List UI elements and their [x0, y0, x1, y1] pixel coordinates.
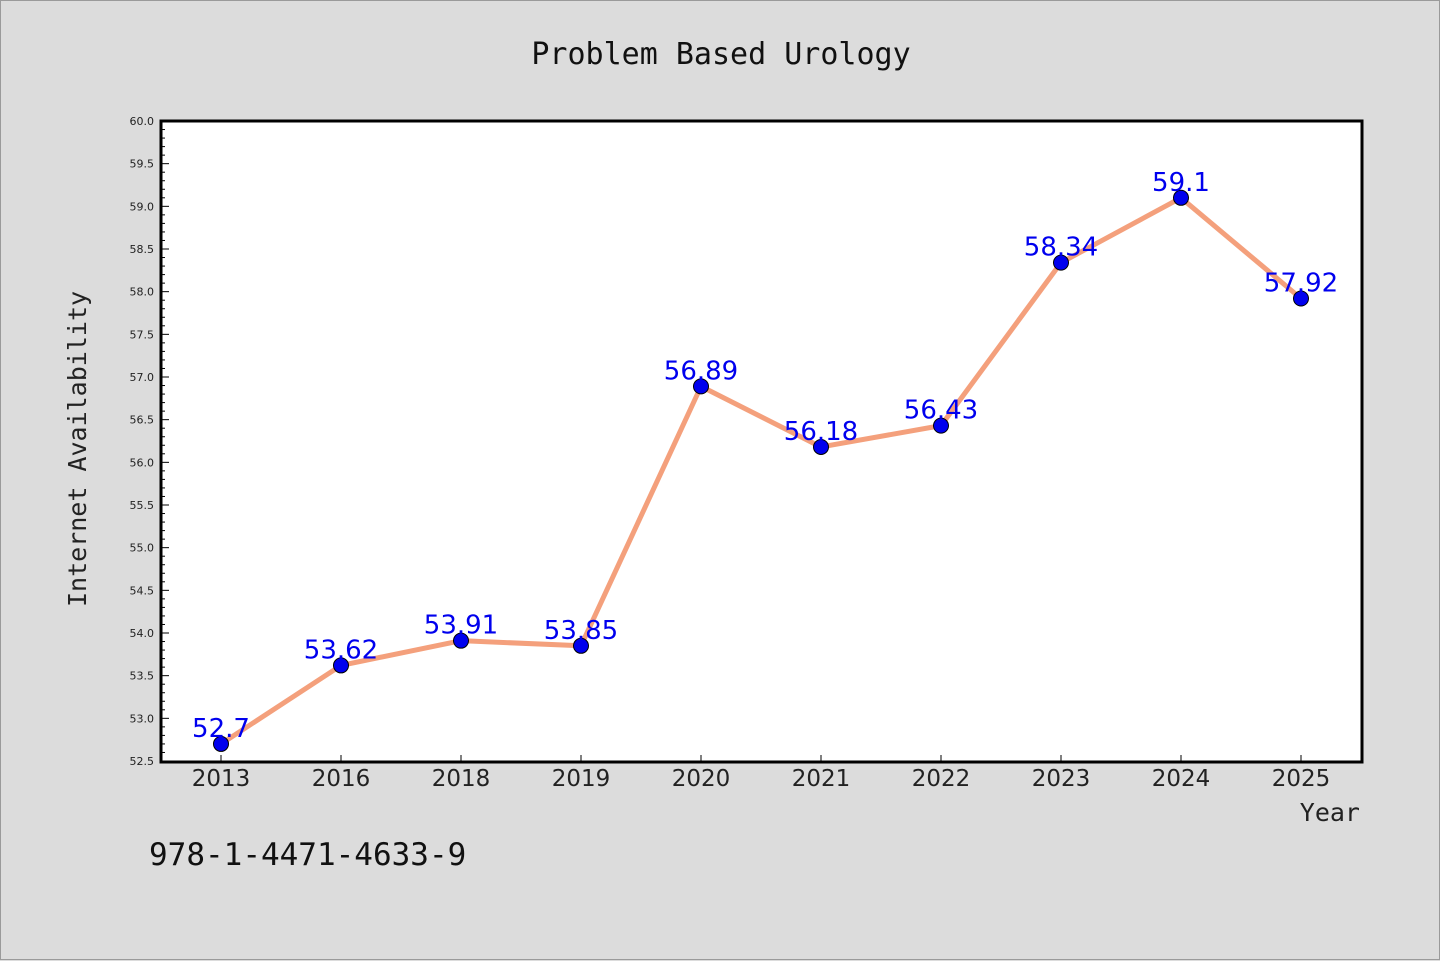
series-line-group [218, 195, 1304, 747]
y-tick-label: 55.0 [130, 542, 155, 555]
data-label: 56.18 [784, 417, 858, 447]
x-tick-label: 2025 [1272, 766, 1331, 792]
y-tick-label: 58.0 [130, 286, 155, 299]
y-tick-label: 56.0 [130, 456, 155, 469]
y-tick-label: 58.5 [130, 243, 155, 256]
y-tick-label: 57.0 [130, 371, 155, 384]
data-point [693, 378, 709, 395]
data-point [453, 632, 469, 649]
chart-title: Problem Based Urology [531, 37, 910, 72]
data-label: 53.62 [304, 635, 378, 665]
y-tick-label: 52.5 [130, 755, 155, 768]
y-axis: 52.5 53.0 53.5 54.0 54.5 55.0 55.5 56.0 56.5 57.0… [130, 115, 169, 768]
marker-group [213, 189, 1309, 752]
x-tick-label: 2020 [672, 766, 731, 792]
y-tick-label: 60.0 [130, 115, 155, 128]
y-tick-label: 59.5 [130, 158, 155, 171]
data-label-group: 52.7 53.62 53.91 53.85 56.89 56.18 56.43 58.34 5… [192, 168, 1338, 744]
data-point [1053, 254, 1069, 271]
y-axis-label: Internet Availability [63, 291, 92, 607]
y-tick-label: 53.0 [130, 712, 155, 725]
x-axis-label: Year [1300, 798, 1360, 827]
y-tick-label: 57.5 [130, 328, 155, 341]
data-point [1293, 290, 1309, 307]
data-point [813, 438, 829, 455]
data-point [213, 735, 229, 752]
data-label: 53.85 [544, 616, 618, 646]
data-label: 52.7 [192, 714, 250, 744]
x-tick-label: 2023 [1032, 766, 1091, 792]
data-label: 57.92 [1264, 268, 1338, 298]
data-point [333, 657, 349, 674]
data-point [573, 637, 589, 654]
data-label: 56.43 [904, 396, 978, 426]
y-tick-label: 56.5 [130, 414, 155, 427]
y-tick-label: 54.0 [130, 627, 155, 640]
x-tick-label: 2019 [552, 766, 611, 792]
x-tick-label: 2018 [432, 766, 491, 792]
x-tick-label: 2022 [912, 766, 971, 792]
y-tick-label: 59.0 [130, 200, 155, 213]
y-tick-label: 55.5 [130, 499, 155, 512]
series-line [218, 195, 1304, 747]
x-axis: 2013 2016 2018 2019 2020 2021 2022 2023 2024 2025 [192, 755, 1331, 792]
x-tick-label: 2016 [312, 766, 371, 792]
x-tick-label: 2024 [1152, 766, 1211, 792]
data-point [933, 417, 949, 434]
x-tick-label: 2013 [192, 766, 251, 792]
data-label: 59.1 [1152, 168, 1210, 198]
data-label: 58.34 [1024, 233, 1098, 263]
isbn-text: 978-1-4471-4633-9 [149, 837, 466, 873]
data-label: 53.91 [424, 611, 498, 641]
x-tick-label: 2021 [792, 766, 851, 792]
data-point [1173, 189, 1189, 206]
y-tick-label: 53.5 [130, 670, 155, 683]
plot-area [159, 119, 1364, 764]
y-tick-label: 54.5 [130, 584, 155, 597]
data-label: 56.89 [664, 356, 738, 386]
